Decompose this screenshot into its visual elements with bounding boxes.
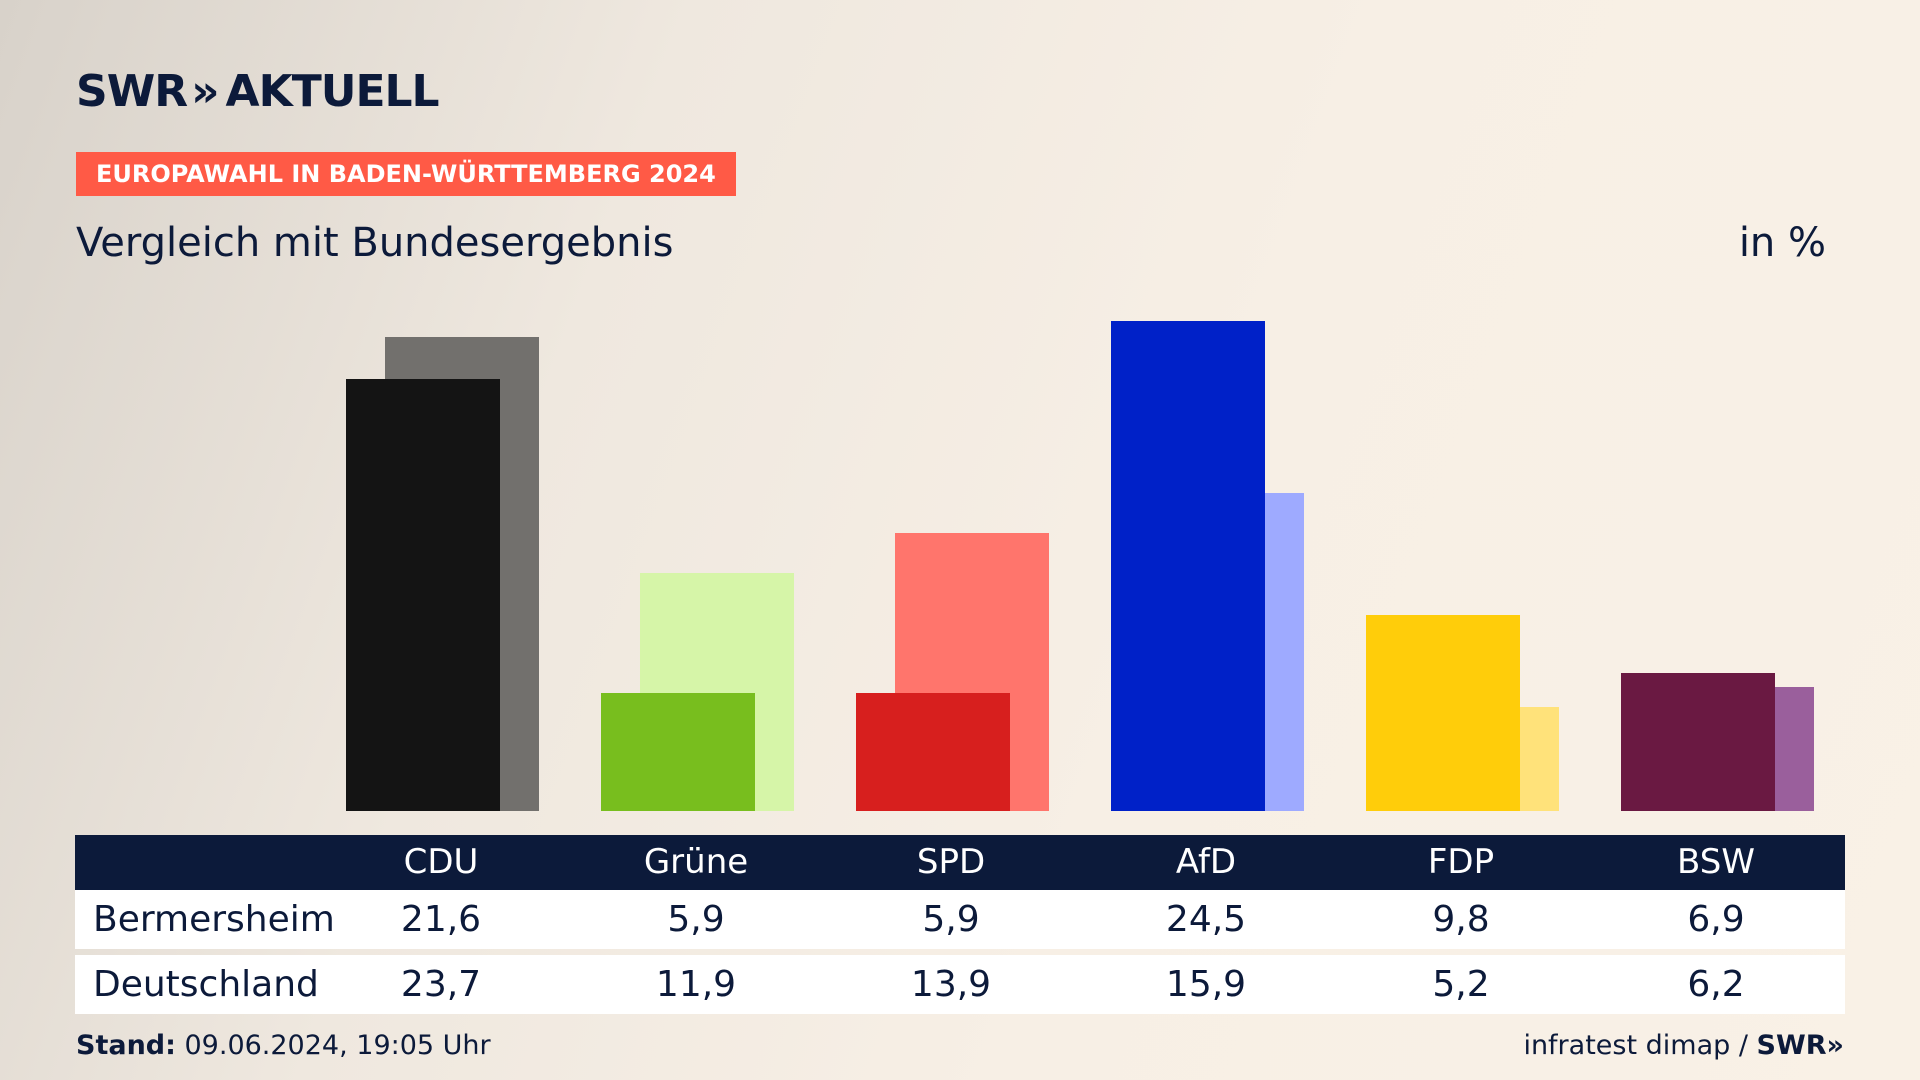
- swr-brand-logo: SWR»: [1756, 1030, 1844, 1061]
- value-bermersheim-afd: 24,5: [1165, 899, 1247, 940]
- column-header-cdu: CDU: [403, 842, 479, 882]
- unit-label: in %: [1738, 220, 1826, 266]
- swr-aktuell-logo: SWR» AKTUELL: [76, 66, 440, 117]
- value-bermersheim-cdu: 21,6: [400, 899, 482, 940]
- column-header-spd: SPD: [916, 842, 986, 882]
- bar-bermersheim-bsw: [1621, 673, 1775, 811]
- bar-bermersheim-fdp: [1366, 615, 1520, 811]
- column-header-gruene: Grüne: [643, 842, 749, 882]
- column-header-bsw: BSW: [1677, 842, 1755, 882]
- row-label-deutschland: Deutschland: [93, 964, 319, 1005]
- bar-bermersheim-cdu: [346, 379, 500, 811]
- value-bermersheim-spd: 5,9: [922, 899, 980, 940]
- value-bermersheim-bsw: 6,9: [1687, 899, 1745, 940]
- logo-word-aktuell: AKTUELL: [225, 66, 440, 117]
- value-bermersheim-gruene: 5,9: [667, 899, 725, 940]
- bar-chart: [346, 321, 1814, 811]
- stand-value: 09.06.2024, 19:05 Uhr: [175, 1030, 491, 1061]
- bar-bermersheim-gruene: [601, 693, 755, 811]
- column-header-fdp: FDP: [1427, 842, 1495, 882]
- value-deutschland-bsw: 6,2: [1687, 964, 1745, 1005]
- row-label-bermersheim: Bermersheim: [93, 899, 335, 940]
- value-deutschland-spd: 13,9: [910, 964, 992, 1005]
- stand-label: Stand:: [76, 1030, 176, 1061]
- source-credit: infratest dimap / SWR»: [1523, 1030, 1844, 1061]
- chart-subtitle: Vergleich mit Bundesergebnis: [76, 220, 674, 266]
- bar-bermersheim-spd: [856, 693, 1010, 811]
- table-row-bermersheim: Bermersheim 21,6 5,9 5,9 24,5 9,8 6,9: [75, 890, 1845, 949]
- column-header-afd: AfD: [1175, 842, 1237, 882]
- source-separator: /: [1730, 1030, 1757, 1061]
- value-deutschland-fdp: 5,2: [1432, 964, 1490, 1005]
- results-table: CDU Grüne SPD AfD FDP BSW Bermersheim 21,6 5,9…: [75, 835, 1845, 1014]
- source-name: infratest dimap: [1523, 1030, 1731, 1061]
- election-tag: EUROPAWAHL IN BADEN-WÜRTTEMBERG 2024: [76, 152, 736, 196]
- value-deutschland-gruene: 11,9: [655, 964, 737, 1005]
- bar-bermersheim-afd: [1111, 321, 1265, 811]
- logo-word-swr: SWR: [76, 66, 188, 117]
- value-bermersheim-fdp: 9,8: [1432, 899, 1490, 940]
- value-deutschland-afd: 15,9: [1165, 964, 1247, 1005]
- table-header: CDU Grüne SPD AfD FDP BSW: [75, 835, 1845, 890]
- timestamp: Stand: 09.06.2024, 19:05 Uhr: [76, 1030, 491, 1061]
- value-deutschland-cdu: 23,7: [400, 964, 482, 1005]
- table-row-deutschland: Deutschland 23,7 11,9 13,9 15,9 5,2 6,2: [75, 955, 1845, 1014]
